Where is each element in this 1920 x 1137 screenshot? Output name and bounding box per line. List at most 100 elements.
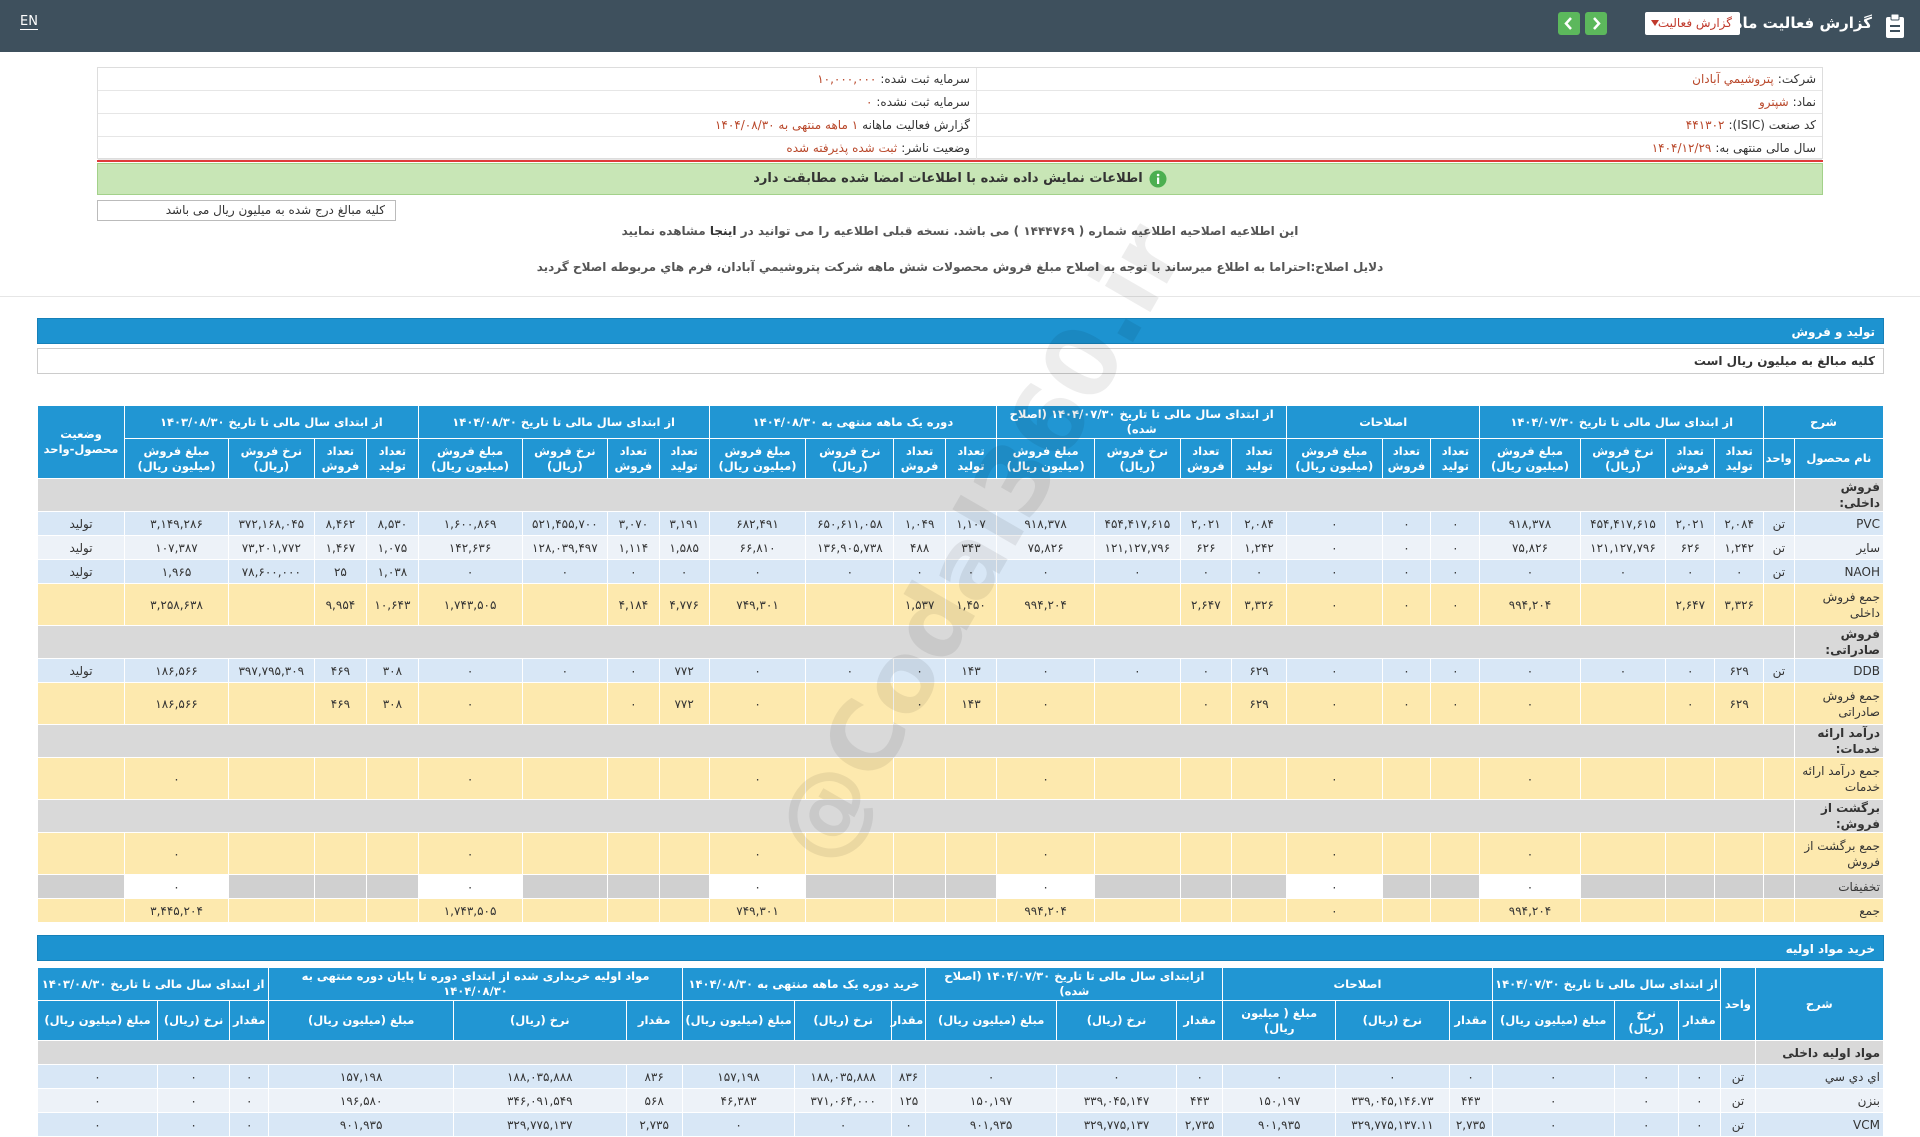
value-cell: ۰ — [1677, 1088, 1722, 1113]
column-header: تعداد فروش — [1665, 438, 1716, 479]
value-cell: ۰ — [996, 757, 1096, 800]
value-cell: ۳۲۹,۷۷۵,۱۳۷ — [453, 1112, 627, 1137]
value-cell — [658, 832, 710, 875]
row-name: جمع برگشت از فروش — [1793, 832, 1885, 875]
header-row: شرح از ابتدای سال مالی تا تاریخ ۱۴۰۴/۰۷/۳… — [36, 405, 1884, 479]
value-cell: ۰ — [1665, 658, 1716, 683]
value-cell — [1714, 832, 1765, 875]
value-cell: ۰ — [417, 682, 523, 725]
unit-cell — [1763, 583, 1795, 626]
value-cell: ۹۹۴,۲۰۴ — [996, 898, 1096, 923]
row-name: جمع درآمد ارائه خدمات — [1793, 757, 1885, 800]
column-header: مبلغ ( میلیون ریال) — [1222, 1000, 1336, 1041]
data-row: VCM تن ۰ ۰ ۰ ۲,۷۳۵ ۳۲۹,۷۷۵,۱۳۷.۱۱ ۹۰۱,۹۳۵ ۲,۷۳۵ ۳… — [37, 1112, 1885, 1137]
info-label: شرکت: — [1777, 72, 1816, 86]
value-cell: ۴۵۴,۴۱۷,۶۱۵ — [1094, 511, 1181, 536]
value-cell: ۰ — [124, 874, 229, 899]
value-cell — [1579, 898, 1667, 923]
report-type-dropdown[interactable]: گزارش فعالیت — [1645, 12, 1740, 35]
column-header: تعداد تولید — [1231, 438, 1288, 479]
value-cell — [228, 757, 315, 800]
value-cell: ۷۴۹,۳۰۱ — [708, 898, 807, 923]
group-header: واحد — [1720, 967, 1756, 1041]
unit-cell — [1763, 682, 1795, 725]
value-cell — [944, 832, 998, 875]
total-row: جمع درآمد ارائه خدمات ۰ ۰ ۰ ۰ ۰ ۰ — [36, 757, 1885, 800]
column-header: تعداد تولید — [944, 438, 998, 479]
group-header: دوره یک ماهه منتهی به ۱۴۰۴/۰۸/۳۰ — [708, 405, 998, 439]
value-cell: ۱,۰۳۸ — [366, 559, 419, 584]
value-cell: ۰ — [1714, 559, 1765, 584]
value-cell: ۱۵۷,۱۹۸ — [681, 1064, 796, 1089]
value-cell: ۳۴۶,۰۹۱,۵۴۹ — [453, 1088, 627, 1113]
data-row: اي دي سي تن ۰ ۰ ۰ ۰ ۰ ۰ ۰ ۰ ۰ ۸۳۶ ۱۸۸,۰۳۵,۸۸۸ ۱۵۷,۱۹۸… — [37, 1064, 1885, 1089]
value-cell: ۰ — [1430, 511, 1481, 536]
info-value: ۴۴۱۳۰۲ — [1685, 118, 1725, 132]
value-cell: ۰ — [1381, 583, 1432, 626]
section-row: درآمد ارائه خدمات: — [37, 724, 1885, 758]
status-cell — [36, 682, 126, 725]
column-header: تعداد فروش — [893, 438, 946, 479]
value-cell — [366, 874, 419, 899]
value-cell: ۲۵ — [313, 559, 368, 584]
value-cell: ۸۳۶ — [890, 1064, 927, 1089]
value-cell — [228, 682, 315, 725]
value-cell — [1579, 682, 1667, 725]
unit-cell — [1763, 898, 1795, 923]
value-cell: ۲,۷۳۵ — [1448, 1112, 1493, 1137]
value-cell — [1179, 832, 1233, 875]
value-cell — [1430, 874, 1481, 899]
value-cell: ۵۶۸ — [625, 1088, 683, 1113]
sales-table: شرح از ابتدای سال مالی تا تاریخ ۱۴۰۴/۰۷/۳… — [36, 405, 1885, 923]
value-cell: ۱۴۲,۶۳۶ — [417, 535, 523, 560]
row-name: DDB — [1793, 658, 1885, 683]
value-cell: ۶۵۰,۶۱۱,۰۵۸ — [805, 511, 895, 536]
previous-button[interactable] — [1558, 12, 1580, 35]
value-cell: ۰ — [1094, 658, 1181, 683]
info-row: کد صنعت (ISIC):۴۴۱۳۰۲ — [975, 114, 1822, 137]
table-body: مواد اولیه داخلی اي دي سي تن ۰ ۰ ۰ ۰ ۰ ۰ ۰ ۰ ۰ ۸۳۶ ۱۸… — [37, 1040, 1885, 1137]
column-header: نرخ (ریال) — [1334, 1000, 1450, 1041]
value-cell — [1231, 874, 1288, 899]
value-cell: ۷۸,۶۰۰,۰۰۰ — [228, 559, 315, 584]
value-cell: ۱۹۶,۵۸۰ — [268, 1088, 455, 1113]
value-cell: ۱۵۰,۱۹۷ — [925, 1088, 1058, 1113]
value-cell — [313, 757, 368, 800]
value-cell: ۴۴۳ — [1448, 1088, 1493, 1113]
column-header: تعداد تولید — [1714, 438, 1765, 479]
value-cell: ۰ — [944, 559, 998, 584]
value-cell: ۱,۲۴۲ — [1231, 535, 1288, 560]
section-title: خرید مواد اولیه — [37, 935, 1884, 961]
column-header: نرخ (ریال) — [1056, 1000, 1177, 1041]
info-label: نماد: — [1792, 95, 1816, 109]
value-cell — [1381, 757, 1432, 800]
column-header: تعداد فروش — [1179, 438, 1233, 479]
unit-cell: تن — [1763, 535, 1795, 560]
row-name: اي دي سي — [1754, 1064, 1885, 1089]
value-cell: ۹۰۱,۹۳۵ — [1222, 1112, 1336, 1137]
column-header: مبلغ فروش (میلیون ریال) — [996, 438, 1096, 479]
info-label: سال مالی منتهی به: — [1715, 141, 1816, 155]
unit-cell: تن — [1720, 1088, 1756, 1113]
value-cell: ۳۷۲,۱۶۸,۰۴۵ — [228, 511, 315, 536]
column-header: تعداد فروش — [313, 438, 368, 479]
value-cell: ۶۲۶ — [1179, 535, 1233, 560]
section-title: مواد اولیه داخلی — [1754, 1040, 1885, 1065]
value-cell: ۷۴۹,۳۰۱ — [708, 583, 807, 626]
value-cell: ۰ — [1579, 559, 1667, 584]
previous-version-link[interactable]: اینجا — [709, 224, 737, 238]
info-row: وضعیت ناشر:ثبت شده پذیرفته شده — [98, 137, 976, 160]
value-cell: ۰ — [708, 682, 807, 725]
language-switch[interactable]: EN — [20, 14, 38, 30]
value-cell: ۰ — [1286, 832, 1383, 875]
table-head: شرح واحد از ابتدای سال مالی تا تاریخ ۱۴۰۴/… — [36, 967, 1885, 1041]
value-cell — [805, 898, 895, 923]
next-button[interactable] — [1585, 12, 1607, 35]
row-name: PVC — [1793, 511, 1885, 536]
correction-reason: دلایل اصلاح:احتراما به اطلاع میرساند با … — [536, 260, 1384, 274]
value-cell: ۰ — [229, 1112, 270, 1137]
value-cell: ۰ — [1286, 658, 1383, 683]
column-header: نرخ فروش (ریال) — [1094, 438, 1181, 479]
status-cell — [36, 898, 126, 923]
